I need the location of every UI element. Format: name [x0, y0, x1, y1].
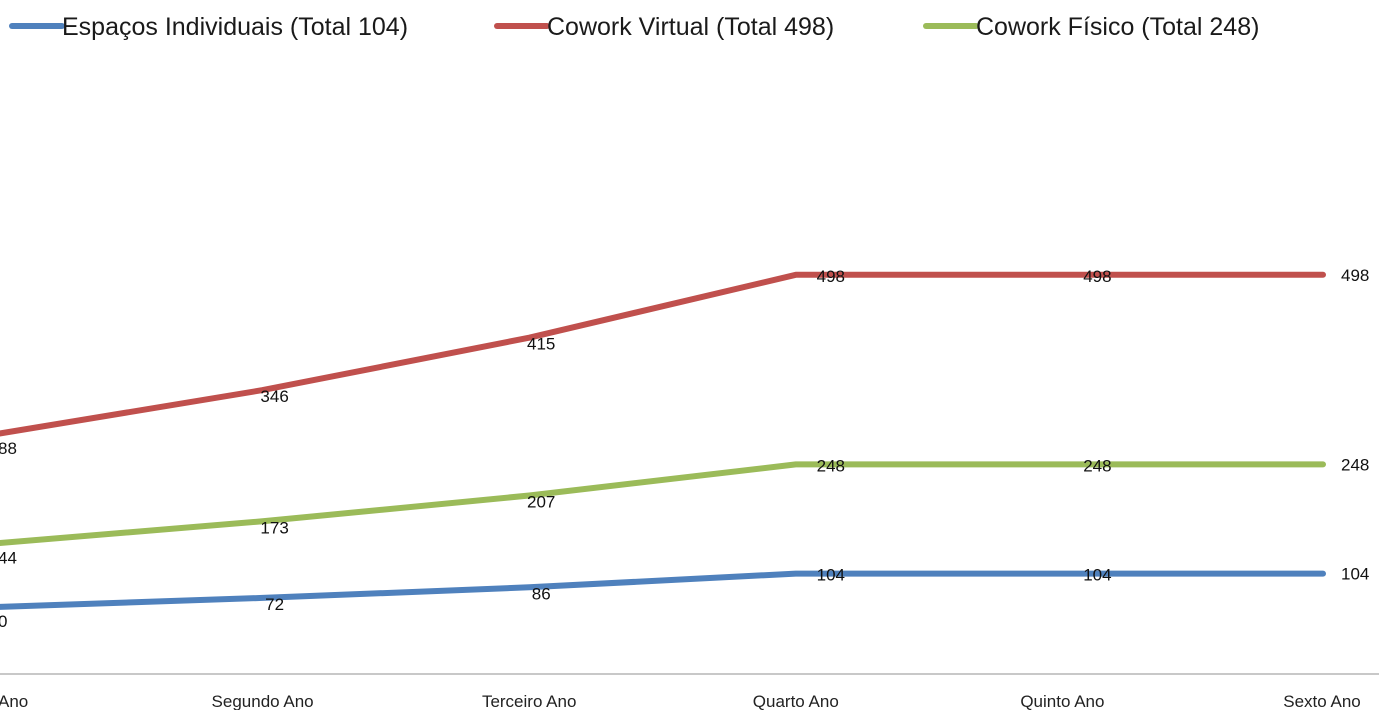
series-line [0, 271, 1326, 437]
data-label: 104 [817, 566, 845, 585]
data-label: 0 [0, 612, 7, 631]
series-line [0, 570, 1326, 610]
x-tick-label: Segundo Ano [212, 692, 314, 710]
legend-label: Cowork Virtual (Total 498) [547, 13, 834, 41]
series-line [0, 461, 1326, 546]
data-label: 88 [0, 439, 17, 458]
legend-label: Espaços Individuais (Total 104) [62, 13, 408, 41]
x-tick-label: Quarto Ano [753, 692, 839, 710]
x-tick-label: Terceiro Ano [482, 692, 577, 710]
x-tick-label: Sexto Ano [1283, 692, 1361, 710]
data-label: 104 [1083, 566, 1111, 585]
data-label: 44 [0, 548, 17, 567]
legend: Espaços Individuais (Total 104) Cowork Vi… [9, 13, 1259, 41]
x-tick-label: Quinto Ano [1020, 692, 1104, 710]
data-label: 173 [260, 518, 288, 537]
data-label: 248 [1083, 456, 1111, 475]
data-label: 248 [1341, 455, 1369, 474]
data-label: 86 [532, 584, 551, 603]
x-axis: Ano Segundo Ano Terceiro Ano Quarto Ano Quin… [0, 673, 1379, 711]
data-label: 415 [527, 335, 555, 354]
data-label: 207 [527, 492, 555, 511]
data-label: 104 [1341, 565, 1369, 584]
x-tick-label: Ano [0, 692, 28, 710]
data-label: 498 [817, 267, 845, 286]
series-lines [0, 271, 1326, 610]
data-labels: 0 72 86 104 104 104 88 346 415 498 498 498 44 173 207 2… [0, 266, 1369, 631]
data-label: 498 [1083, 267, 1111, 286]
data-label: 72 [265, 595, 284, 614]
legend-label: Cowork Físico (Total 248) [976, 13, 1259, 41]
data-label: 346 [260, 387, 288, 406]
data-label: 498 [1341, 266, 1369, 285]
data-label: 248 [817, 456, 845, 475]
